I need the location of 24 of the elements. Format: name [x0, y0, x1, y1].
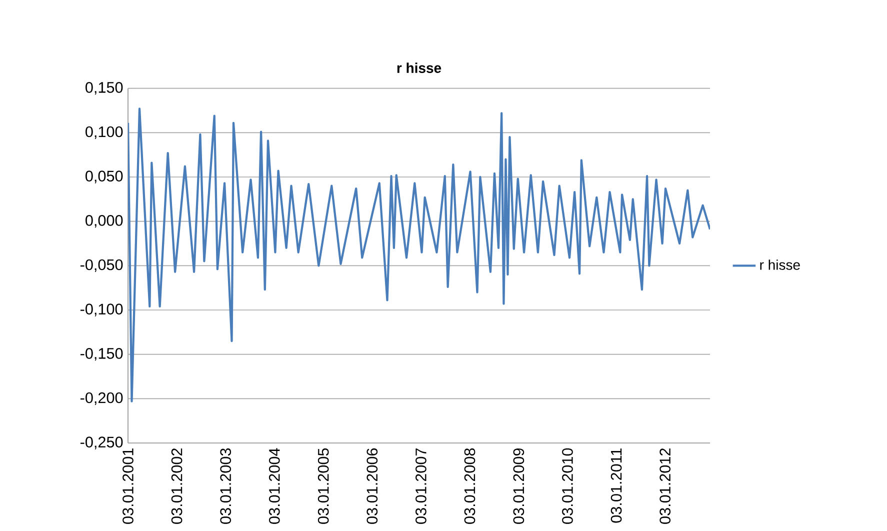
y-tick-label: -0,050 [80, 259, 123, 272]
y-tick-label: -0,100 [80, 304, 123, 316]
y-tick-label: 0,100 [86, 126, 123, 139]
x-tick-label: 03.01.2005 [318, 448, 329, 524]
x-tick-label: 03.01.2006 [366, 448, 378, 524]
x-tick-label: 03.01.2010 [562, 448, 573, 524]
y-tick-label: -0,150 [80, 348, 123, 361]
x-tick-label: 03.01.2012 [660, 448, 671, 524]
x-tick-label: 03.01.2004 [268, 448, 280, 524]
y-tick-label: 0,000 [86, 215, 123, 228]
x-tick-label: 03.01.2008 [464, 448, 476, 524]
legend-label: r hisse [760, 260, 800, 270]
x-tick-label: 03.01.2002 [171, 448, 182, 524]
x-tick-label: 03.01.2001 [122, 448, 134, 524]
y-tick-label: 0,150 [86, 82, 123, 95]
chart-title: r hisse [397, 62, 442, 73]
x-tick-label: 03.01.2011 [610, 448, 622, 523]
y-tick-label: -0,250 [80, 436, 123, 450]
x-tick-label: 03.01.2009 [513, 448, 524, 524]
line-series [128, 108, 710, 402]
x-tick-label: 03.01.2007 [416, 448, 426, 524]
x-tick-label: 03.01.2003 [220, 448, 232, 524]
y-tick-label: 0,050 [86, 170, 123, 184]
y-tick-label: -0,200 [80, 392, 123, 406]
